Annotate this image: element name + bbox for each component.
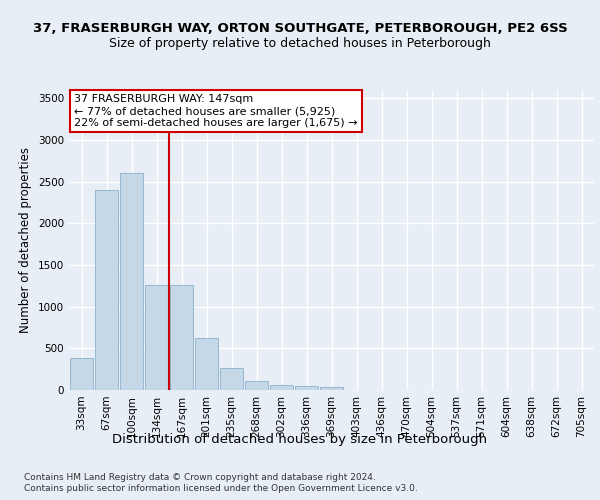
Bar (195, 338, 218, 390)
Bar (320, 387, 343, 390)
Bar (145, 285, 168, 390)
Text: Size of property relative to detached houses in Peterborough: Size of property relative to detached ho… (109, 38, 491, 51)
Bar (170, 285, 193, 390)
Bar (120, 174, 143, 390)
Bar (220, 368, 243, 390)
Y-axis label: Number of detached properties: Number of detached properties (19, 147, 32, 333)
Text: Contains public sector information licensed under the Open Government Licence v3: Contains public sector information licen… (24, 484, 418, 493)
Bar (95, 190, 118, 390)
Text: Contains HM Land Registry data © Crown copyright and database right 2024.: Contains HM Land Registry data © Crown c… (24, 472, 376, 482)
Bar (270, 386, 293, 390)
Text: 37, FRASERBURGH WAY, ORTON SOUTHGATE, PETERBOROUGH, PE2 6SS: 37, FRASERBURGH WAY, ORTON SOUTHGATE, PE… (32, 22, 568, 36)
Text: Distribution of detached houses by size in Peterborough: Distribution of detached houses by size … (112, 432, 488, 446)
Bar (245, 381, 268, 390)
Bar (295, 386, 318, 390)
Bar (70, 358, 93, 390)
Text: 37 FRASERBURGH WAY: 147sqm
← 77% of detached houses are smaller (5,925)
22% of s: 37 FRASERBURGH WAY: 147sqm ← 77% of deta… (74, 94, 358, 128)
